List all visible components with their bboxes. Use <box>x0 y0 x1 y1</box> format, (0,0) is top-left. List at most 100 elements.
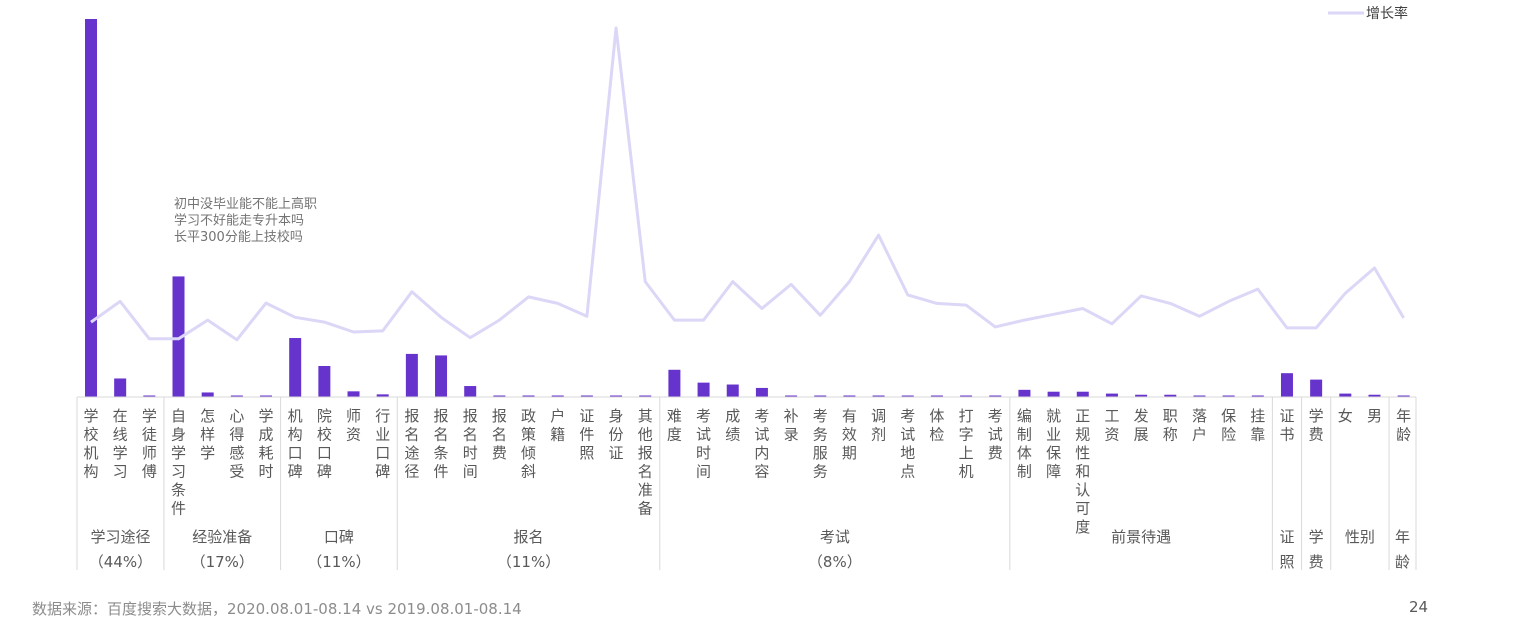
x-tick-label: 正规性和认可度 <box>1075 407 1090 536</box>
x-tick-label: 编制体制 <box>1017 407 1032 481</box>
bar-series <box>85 19 1410 397</box>
bar <box>85 19 97 397</box>
bar <box>143 395 156 397</box>
x-tick-label: 男 <box>1367 407 1382 425</box>
bar <box>843 395 856 397</box>
bar <box>1076 391 1089 397</box>
bar <box>1251 395 1264 397</box>
bar <box>610 395 623 397</box>
x-tick-label: 落户 <box>1192 407 1207 444</box>
bar <box>639 395 652 397</box>
bar <box>901 395 914 397</box>
bar <box>230 395 243 397</box>
bar <box>1310 379 1323 397</box>
x-tick-label: 成绩 <box>725 407 740 444</box>
x-tick-label: 挂靠 <box>1250 407 1265 444</box>
x-tick-label: 考试费 <box>988 407 1003 462</box>
x-tick-label: 身份证 <box>609 407 624 462</box>
bar <box>1018 389 1031 397</box>
x-tick-label: 考试时间 <box>696 407 711 481</box>
bar <box>493 395 506 397</box>
bar <box>405 353 418 397</box>
group-label: 年龄 <box>1395 528 1410 571</box>
x-tick-label: 考试地点 <box>900 407 915 481</box>
bar <box>755 387 768 397</box>
x-tick-label: 打字上机 <box>959 407 974 481</box>
page-number: 24 <box>1409 598 1429 616</box>
x-tick-label: 女 <box>1338 407 1353 425</box>
annotation-line: 学习不好能走专升本吗 <box>174 213 304 229</box>
bar <box>522 395 535 397</box>
x-tick-label: 就业保障 <box>1046 407 1061 481</box>
group-label: 口碑 <box>324 528 354 546</box>
x-tick-label: 体检 <box>929 407 944 444</box>
bar <box>172 276 185 397</box>
bar <box>1135 394 1148 397</box>
bar <box>260 395 273 397</box>
annotation-line: 长平300分能上技校吗 <box>174 229 303 245</box>
group-label: 前景待遇 <box>1111 528 1171 546</box>
bar <box>1047 391 1060 397</box>
legend: 增长率 <box>1328 5 1408 22</box>
bar <box>318 366 331 397</box>
bar <box>697 382 710 397</box>
group-label: 证照 <box>1279 528 1294 571</box>
group-percentage: （11%） <box>307 553 370 571</box>
x-tick-label: 学徒师傅 <box>142 407 157 481</box>
x-tick-label: 职称 <box>1163 407 1178 444</box>
bar <box>1164 394 1177 397</box>
bar <box>1193 395 1206 397</box>
bar <box>668 369 681 397</box>
x-tick-label: 学费 <box>1309 407 1324 444</box>
bar <box>1397 395 1410 397</box>
x-axis <box>76 396 1417 570</box>
x-tick-label: 有效期 <box>842 407 857 462</box>
x-tick-label: 行业口碑 <box>375 407 390 481</box>
x-tick-label: 学成耗时 <box>259 407 274 481</box>
bar <box>785 395 798 397</box>
group-label: 学习途径 <box>90 528 150 546</box>
bar <box>551 395 564 397</box>
x-tick-label: 补录 <box>784 407 799 444</box>
bar <box>201 392 214 397</box>
x-tick-label: 报名时间 <box>463 407 478 481</box>
bar <box>1368 394 1381 397</box>
x-tick-label: 院校口碑 <box>317 407 332 481</box>
x-tick-label: 保险 <box>1221 407 1236 444</box>
x-tick-label: 政策倾斜 <box>521 407 536 481</box>
x-tick-label: 其他报名准备 <box>638 407 653 518</box>
group-percentage: （8%） <box>808 553 862 571</box>
x-tick-label: 报名途径 <box>404 407 419 481</box>
bar <box>872 395 885 397</box>
category-groups: 学习途径 （44%） 经验准备 （17%） 口碑 （11%） 报名 （11%） 考试 （8%） 前景… <box>89 528 1410 571</box>
x-tick-labels: 学校机构在线学习学徒师傅自身学习条件怎样学心得感受学成耗时机构口碑院校口碑师资行… <box>83 407 1411 536</box>
bar <box>464 386 477 397</box>
x-tick-label: 报名费 <box>492 407 507 462</box>
x-tick-label: 怎样学 <box>200 407 215 462</box>
group-label: 考试 <box>820 528 850 546</box>
x-tick-label: 自身学习条件 <box>171 407 186 518</box>
x-tick-label: 工资 <box>1104 407 1119 444</box>
bar <box>1222 395 1235 397</box>
x-tick-label: 考务服务 <box>813 407 828 481</box>
x-tick-label: 学校机构 <box>83 407 98 481</box>
bar <box>289 338 302 397</box>
bar <box>1339 393 1352 397</box>
x-tick-label: 心得感受 <box>229 407 244 481</box>
group-percentage: （44%） <box>89 553 152 571</box>
bar <box>114 378 127 397</box>
x-tick-label: 师资 <box>346 407 361 444</box>
x-tick-label: 户籍 <box>550 407 565 444</box>
x-tick-label: 考试内容 <box>754 407 769 481</box>
group-label: 性别 <box>1345 528 1375 546</box>
bar <box>347 391 360 397</box>
x-tick-label: 报名条件 <box>434 407 449 481</box>
bar <box>580 395 593 397</box>
legend-label: 增长率 <box>1366 5 1408 22</box>
annotation-line: 初中没毕业能不能上高职 <box>174 196 317 212</box>
bar <box>930 395 943 397</box>
x-tick-label: 调剂 <box>871 407 886 444</box>
group-label: 经验准备 <box>192 528 252 546</box>
bar <box>1105 393 1118 397</box>
